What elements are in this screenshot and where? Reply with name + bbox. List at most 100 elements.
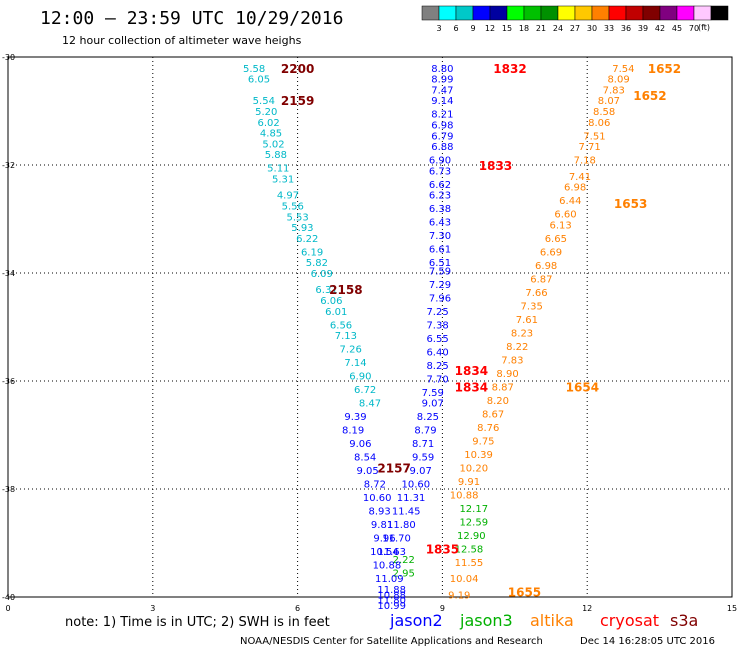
swh-value-label: 10.20 bbox=[459, 463, 488, 474]
y-tick-label: -36 bbox=[2, 377, 15, 386]
swh-value-label: 8.80 bbox=[431, 64, 453, 75]
plot-axes: 0 3 6 9 12 15 -30 -32 -34 -36 -38 -40 bbox=[2, 53, 737, 613]
swh-value-label: 10.54 bbox=[370, 547, 399, 558]
pass-time-label: 1653 bbox=[614, 197, 647, 211]
colorbar-swatch bbox=[710, 5, 729, 21]
swh-value-label: 8.07 bbox=[598, 96, 620, 107]
swh-value-label: 7.18 bbox=[574, 156, 596, 167]
pass-time-label: 1834 bbox=[455, 380, 488, 394]
swh-value-label: 6.40 bbox=[426, 347, 448, 358]
swh-value-label: 7.35 bbox=[521, 301, 543, 312]
pass-time-label: 1833 bbox=[479, 159, 512, 173]
swh-value-label: 8.93 bbox=[369, 507, 391, 518]
swh-value-label: 4.85 bbox=[260, 129, 282, 140]
swh-value-label: 8.06 bbox=[588, 118, 610, 129]
colorbar-tick-label: 18 bbox=[519, 24, 529, 33]
colorbar-swatch bbox=[472, 5, 491, 21]
swh-value-label: 6.62 bbox=[429, 180, 451, 191]
swh-value-label: 8.54 bbox=[354, 453, 376, 464]
colorbar-tick-label: 27 bbox=[570, 24, 580, 33]
pass-time-label: 2158 bbox=[329, 283, 362, 297]
swh-value-label: 5.11 bbox=[267, 164, 289, 175]
swh-value-label: 7.54 bbox=[612, 64, 634, 75]
swh-value-label: 6.44 bbox=[559, 196, 581, 207]
y-tick-label: -38 bbox=[2, 485, 15, 494]
swh-value-label: 5.56 bbox=[282, 202, 304, 213]
swh-value-label: 10.60 bbox=[402, 480, 431, 491]
swh-value-label: 8.76 bbox=[477, 423, 499, 434]
data-points: 5.586.05 5.545.206.024.855.025.88 5.115.31… bbox=[243, 64, 635, 612]
colorbar-swatch bbox=[540, 5, 559, 21]
swh-value-label: 7.13 bbox=[335, 331, 357, 342]
swh-value-label: 11.70 bbox=[382, 534, 411, 545]
colorbar-tick-label: 9 bbox=[470, 24, 475, 33]
colorbar-swatch bbox=[625, 5, 644, 21]
colorbar-tick-label: 39 bbox=[638, 24, 648, 33]
plot-grid bbox=[8, 57, 732, 597]
swh-value-label: 8.90 bbox=[496, 369, 518, 380]
swh-value-label: 7.29 bbox=[429, 280, 451, 291]
swh-value-label: 6.98 bbox=[535, 261, 557, 272]
swh-value-label: 6.61 bbox=[429, 245, 451, 256]
swh-value-label: 7.47 bbox=[431, 85, 453, 96]
swh-value-label: 9.19 bbox=[448, 590, 470, 601]
colorbar-swatch bbox=[642, 5, 661, 21]
swh-value-label: 6.87 bbox=[530, 274, 552, 285]
swh-value-label: 8.67 bbox=[482, 409, 504, 420]
pass-time-label: 1832 bbox=[493, 62, 526, 76]
swh-value-label: 9.59 bbox=[412, 453, 434, 464]
colorbar-swatch bbox=[659, 5, 678, 21]
footer-note: note: 1) Time is in UTC; 2) SWH is in fe… bbox=[65, 615, 330, 630]
swh-value-label: 10.99 bbox=[377, 601, 406, 612]
swh-value-label: 5.88 bbox=[265, 150, 287, 161]
pass-time-label: 2200 bbox=[281, 62, 314, 76]
chart-title: 12:00 – 23:59 UTC 10/29/2016 bbox=[40, 8, 343, 29]
swh-value-label: 9.39 bbox=[344, 412, 366, 423]
swh-value-label: 8.09 bbox=[607, 75, 629, 86]
x-tick-label: 9 bbox=[440, 604, 445, 613]
swh-value-label: 11.55 bbox=[455, 558, 484, 569]
pass-time-label: 1835 bbox=[426, 542, 459, 556]
swh-value-label: 4.97 bbox=[277, 191, 299, 202]
pass-time-label: 2157 bbox=[377, 461, 410, 475]
x-tick-label: 12 bbox=[582, 604, 592, 613]
colorbar-swatch bbox=[574, 5, 593, 21]
swh-value-label: 9.81 bbox=[371, 520, 393, 531]
swh-value-label: 8.79 bbox=[414, 426, 436, 437]
swh-value-label: 6.02 bbox=[258, 118, 280, 129]
swh-value-label: 9.06 bbox=[349, 439, 371, 450]
swh-value-label: 8.87 bbox=[492, 382, 514, 393]
swh-value-label: 8.21 bbox=[431, 110, 453, 121]
y-tick-label: -30 bbox=[2, 53, 15, 62]
swh-value-label: 7.71 bbox=[578, 142, 600, 153]
swh-value-label: 7.59 bbox=[422, 388, 444, 399]
swh-value-label: 5.93 bbox=[291, 223, 313, 234]
pass-time-label: 1834 bbox=[455, 364, 488, 378]
swh-value-label: 7.41 bbox=[569, 172, 591, 183]
swh-value-label: 9.91 bbox=[458, 477, 480, 488]
swh-value-label: 8.25 bbox=[426, 361, 448, 372]
swh-value-label: 5.54 bbox=[253, 96, 275, 107]
swh-value-label: 6.43 bbox=[429, 218, 451, 229]
swh-value-label: 8.25 bbox=[417, 412, 439, 423]
swh-value-label: 6.73 bbox=[429, 166, 451, 177]
swh-value-label: 6.31 bbox=[315, 285, 337, 296]
swh-value-label: 7.26 bbox=[340, 345, 362, 356]
colorbar-tick-label: 36 bbox=[621, 24, 631, 33]
pass-time-label: 1652 bbox=[648, 62, 681, 76]
swh-value-label: 5.20 bbox=[255, 107, 277, 118]
colorbar-tick-label: 42 bbox=[655, 24, 665, 33]
y-tick-label: -40 bbox=[2, 593, 15, 602]
footer-credit: NOAA/NESDIS Center for Satellite Applica… bbox=[240, 636, 543, 647]
swh-value-label: 12.58 bbox=[455, 544, 484, 555]
swh-value-label: 11.88 bbox=[377, 585, 406, 596]
swh-value-label: 8.58 bbox=[593, 107, 615, 118]
pass-time-label: 1655 bbox=[508, 586, 541, 600]
swh-value-label: 11.63 bbox=[377, 547, 406, 558]
colorbar-tick-label: 33 bbox=[604, 24, 614, 33]
x-tick-label: 6 bbox=[295, 604, 300, 613]
swh-value-label: 6.72 bbox=[354, 385, 376, 396]
y-tick-label: -32 bbox=[2, 161, 15, 170]
colorbar: 3 6 9 12 15 18 21 24 27 30 33 36 39 42 45 70 bbox=[421, 5, 729, 33]
swh-value-label: 7.83 bbox=[603, 85, 625, 96]
